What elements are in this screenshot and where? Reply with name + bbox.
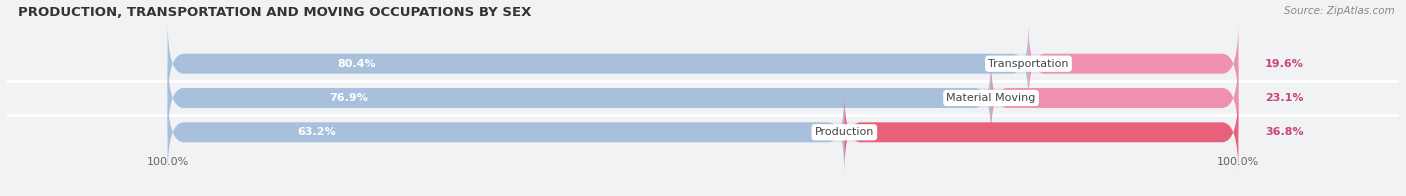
Text: 23.1%: 23.1% [1265,93,1303,103]
FancyBboxPatch shape [991,56,1239,140]
Text: 80.4%: 80.4% [337,59,377,69]
Text: Production: Production [814,127,875,137]
FancyBboxPatch shape [845,91,1239,174]
FancyBboxPatch shape [167,91,1239,174]
Text: Material Moving: Material Moving [946,93,1036,103]
Text: 63.2%: 63.2% [297,127,336,137]
FancyBboxPatch shape [167,56,991,140]
Text: 19.6%: 19.6% [1265,59,1303,69]
FancyBboxPatch shape [167,22,1029,105]
FancyBboxPatch shape [167,91,845,174]
Text: PRODUCTION, TRANSPORTATION AND MOVING OCCUPATIONS BY SEX: PRODUCTION, TRANSPORTATION AND MOVING OC… [18,6,531,19]
Text: Source: ZipAtlas.com: Source: ZipAtlas.com [1284,6,1395,16]
Text: 76.9%: 76.9% [329,93,368,103]
Text: Transportation: Transportation [988,59,1069,69]
FancyBboxPatch shape [1029,22,1239,105]
Text: 36.8%: 36.8% [1265,127,1303,137]
FancyBboxPatch shape [167,22,1239,105]
FancyBboxPatch shape [167,56,1239,140]
